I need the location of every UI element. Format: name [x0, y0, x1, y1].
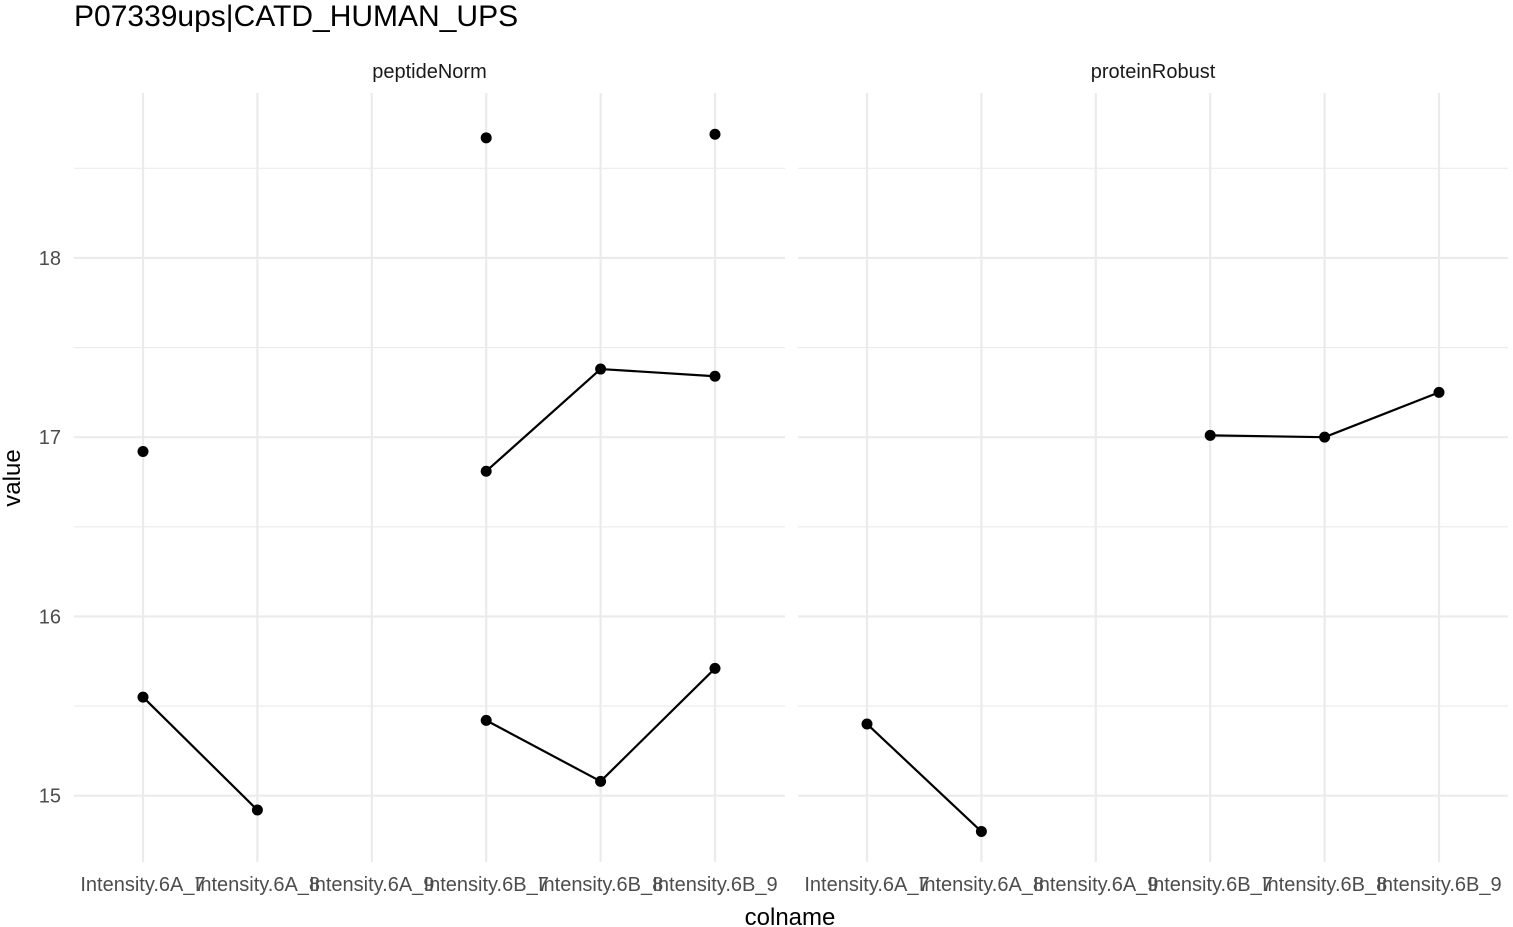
- data-point: [480, 465, 492, 477]
- x-tick-label: Intensity.6B_9: [1376, 874, 1501, 896]
- chart-title: P07339ups|CATD_HUMAN_UPS: [74, 0, 518, 33]
- x-tick-label: Intensity.6A_8: [919, 874, 1044, 896]
- data-point: [1319, 431, 1331, 443]
- series-3: [480, 363, 721, 477]
- x-tick-label: Intensity.6B_8: [538, 874, 663, 896]
- y-tick-label: 16: [39, 606, 61, 628]
- facet-strip-label: peptideNorm: [372, 61, 487, 83]
- data-point: [480, 132, 492, 144]
- x-axis-title: colname: [745, 904, 836, 927]
- data-point: [480, 714, 492, 726]
- x-tick-label: Intensity.6B_8: [1262, 874, 1387, 896]
- series-line-segment: [485, 719, 602, 783]
- facet-strip-label: proteinRobust: [1091, 61, 1216, 83]
- data-point: [1433, 386, 1445, 398]
- x-tick-label: Intensity.6B_7: [1148, 874, 1273, 896]
- y-tick-label: 15: [39, 786, 61, 808]
- x-tick-label: Intensity.6B_9: [652, 874, 777, 896]
- data-point: [251, 804, 263, 816]
- y-tick-label: 17: [39, 427, 61, 449]
- data-point: [137, 691, 149, 703]
- facet-peptideNorm: peptideNormIntensity.6A_7Intensity.6A_8I…: [74, 61, 785, 896]
- y-tick-label: 18: [39, 248, 61, 270]
- series-line-segment: [599, 667, 716, 783]
- series-line-segment: [866, 723, 983, 833]
- data-point: [1204, 429, 1216, 441]
- y-axis-title: value: [0, 449, 26, 506]
- x-tick-label: Intensity.6A_8: [195, 874, 320, 896]
- series-1: [861, 386, 1445, 838]
- series-2: [137, 662, 721, 816]
- x-tick-label: Intensity.6A_9: [1033, 874, 1158, 896]
- series-line-segment: [142, 696, 259, 811]
- series-line-segment: [600, 367, 716, 378]
- data-point: [709, 128, 721, 140]
- x-tick-label: Intensity.6A_7: [804, 874, 929, 896]
- series-1: [137, 128, 721, 458]
- data-point: [861, 718, 873, 730]
- facet-panels: peptideNormIntensity.6A_7Intensity.6A_8I…: [74, 61, 1508, 896]
- data-point: [595, 775, 607, 787]
- facet-proteinRobust: proteinRobustIntensity.6A_7Intensity.6A_…: [798, 61, 1508, 896]
- data-point: [975, 826, 987, 838]
- data-point: [709, 370, 721, 382]
- y-axis-ticks: 15 16 17 18: [39, 248, 61, 808]
- x-tick-label: Intensity.6A_7: [80, 874, 205, 896]
- data-point: [137, 446, 149, 458]
- x-tick-label: Intensity.6A_9: [309, 874, 434, 896]
- series-line-segment: [1210, 434, 1325, 439]
- series-line-segment: [1324, 391, 1440, 439]
- data-point: [709, 662, 721, 674]
- data-point: [595, 363, 607, 375]
- series-line-segment: [485, 368, 602, 473]
- x-tick-label: Intensity.6B_7: [424, 874, 549, 896]
